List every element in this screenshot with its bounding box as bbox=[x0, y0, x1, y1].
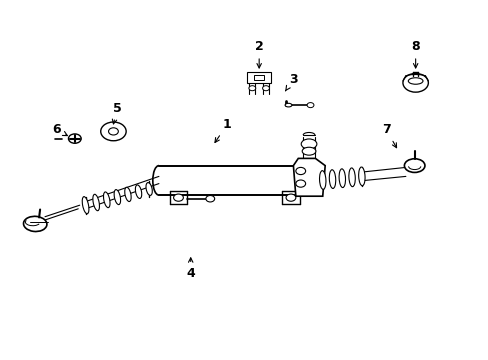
Ellipse shape bbox=[114, 190, 121, 204]
Ellipse shape bbox=[93, 194, 99, 211]
Ellipse shape bbox=[103, 192, 110, 208]
Ellipse shape bbox=[404, 159, 424, 172]
Text: 7: 7 bbox=[381, 123, 396, 148]
Circle shape bbox=[295, 167, 305, 175]
Ellipse shape bbox=[348, 168, 355, 186]
Ellipse shape bbox=[23, 216, 47, 231]
Ellipse shape bbox=[338, 169, 345, 188]
Text: 4: 4 bbox=[186, 258, 195, 280]
Circle shape bbox=[248, 86, 255, 91]
Ellipse shape bbox=[358, 167, 365, 186]
Circle shape bbox=[295, 180, 305, 187]
Circle shape bbox=[173, 194, 183, 201]
Circle shape bbox=[101, 122, 126, 141]
Circle shape bbox=[262, 86, 269, 91]
Ellipse shape bbox=[82, 197, 89, 214]
Text: 5: 5 bbox=[112, 102, 122, 124]
Circle shape bbox=[402, 73, 427, 92]
Circle shape bbox=[108, 128, 118, 135]
Circle shape bbox=[306, 103, 313, 108]
Text: 8: 8 bbox=[410, 40, 419, 68]
Ellipse shape bbox=[285, 103, 291, 107]
Ellipse shape bbox=[124, 187, 131, 202]
Text: 1: 1 bbox=[215, 118, 231, 143]
Ellipse shape bbox=[68, 134, 81, 143]
Text: 2: 2 bbox=[254, 40, 263, 68]
Text: 3: 3 bbox=[285, 73, 297, 91]
Ellipse shape bbox=[407, 78, 422, 84]
Polygon shape bbox=[246, 72, 271, 83]
Polygon shape bbox=[293, 158, 325, 196]
Ellipse shape bbox=[302, 147, 315, 155]
Ellipse shape bbox=[328, 170, 335, 188]
Ellipse shape bbox=[135, 185, 142, 198]
Ellipse shape bbox=[301, 139, 316, 149]
Ellipse shape bbox=[146, 183, 152, 195]
Circle shape bbox=[285, 194, 295, 201]
Circle shape bbox=[205, 195, 214, 202]
Text: 6: 6 bbox=[52, 123, 67, 136]
Ellipse shape bbox=[319, 171, 325, 189]
